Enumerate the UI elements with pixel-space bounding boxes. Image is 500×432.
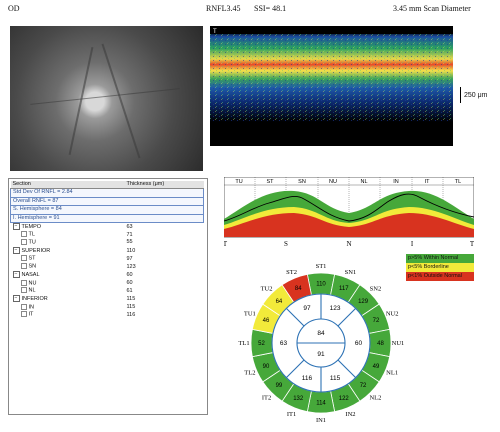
hemisphere-value: 91 bbox=[317, 351, 325, 358]
thickness-table-frame bbox=[8, 178, 208, 415]
sector-value: 122 bbox=[339, 396, 350, 402]
table-row: IT bbox=[11, 311, 125, 319]
eye-label: OD bbox=[8, 4, 20, 13]
legend-borderline: p<5% Borderline bbox=[406, 263, 474, 272]
sector-value: 84 bbox=[295, 286, 302, 292]
sector-value: 64 bbox=[276, 299, 283, 305]
collapse-toggle-icon[interactable]: − bbox=[12, 247, 20, 255]
legend-within-normal: p>5% Within Normal bbox=[406, 254, 474, 263]
summary-row[interactable]: I. Hemisphere = 91 bbox=[10, 213, 204, 224]
profile-top-label: NU bbox=[329, 179, 337, 185]
sector-label: ST2 bbox=[286, 269, 297, 276]
profile-top-label: SN bbox=[298, 179, 306, 185]
sector-value: 72 bbox=[373, 318, 380, 324]
thickness-table: Section Thickness (μm) Std Dev Of RNFL =… bbox=[10, 181, 204, 319]
quadrant-value: 63 bbox=[280, 340, 288, 347]
profile-top-label: IN bbox=[393, 179, 399, 185]
hemisphere-value: 84 bbox=[317, 330, 325, 337]
sector-label: SN2 bbox=[370, 286, 382, 293]
profile-top-label: TL bbox=[455, 179, 461, 185]
group-row-inferior[interactable]: − INFERIOR bbox=[11, 295, 125, 303]
sector-value: 72 bbox=[360, 383, 367, 389]
quadrant-divider bbox=[285, 307, 305, 327]
quadrant-divider bbox=[337, 359, 357, 379]
profile-bottom-label: S bbox=[284, 240, 288, 247]
table-row: TL bbox=[11, 231, 125, 239]
sector-value: 52 bbox=[258, 341, 265, 347]
profile-bottom-label: T bbox=[470, 240, 474, 247]
summary-row[interactable]: Std Dev Of RNFL = 2.84 bbox=[10, 188, 204, 198]
sector-value: 114 bbox=[316, 401, 326, 407]
sector-label: IT2 bbox=[262, 394, 271, 401]
quadrant-divider bbox=[337, 307, 357, 327]
profile-top-label: ST bbox=[266, 179, 274, 185]
sector-label: ST1 bbox=[316, 263, 327, 270]
sector-label: NL2 bbox=[369, 394, 381, 401]
sector-label: IT1 bbox=[287, 411, 296, 418]
scale-label: 250 μm bbox=[464, 92, 488, 99]
sector-label: IN2 bbox=[345, 411, 355, 418]
sector-value: 129 bbox=[358, 299, 369, 305]
table-row: SN bbox=[11, 263, 125, 271]
profile-top-label: NL bbox=[360, 179, 367, 185]
profile-bottom-label: I bbox=[411, 240, 414, 247]
profile-bottom-label: N bbox=[346, 240, 351, 247]
sector-value: 46 bbox=[263, 318, 270, 324]
table-row: NU bbox=[11, 279, 125, 288]
collapse-toggle-icon[interactable]: − bbox=[12, 271, 20, 279]
scale-bar bbox=[460, 87, 461, 103]
profile-top-label: TU bbox=[235, 179, 242, 185]
oct-bscan-image: T bbox=[210, 26, 453, 146]
summary-row[interactable]: Overall RNFL = 87 bbox=[10, 196, 204, 207]
rnfl-label: RNFL3.45 bbox=[206, 4, 241, 13]
quadrant-value: 60 bbox=[355, 340, 363, 347]
sector-label: TL1 bbox=[238, 340, 249, 347]
rnfl-profile-graph: TU ST SN NU NL IN IT TL T S N I T bbox=[224, 177, 474, 247]
table-row: TU bbox=[11, 239, 125, 247]
legend-outside-normal: p<1% Outside Normal bbox=[406, 272, 474, 281]
group-row-tempo[interactable]: − TEMPO bbox=[11, 223, 125, 232]
table-row: IN bbox=[11, 303, 125, 312]
legend: p>5% Within Normal p<5% Borderline p<1% … bbox=[406, 254, 474, 281]
sector-value: 49 bbox=[373, 364, 380, 370]
collapse-toggle-icon[interactable]: − bbox=[12, 223, 20, 231]
scan-diameter-label: 3.45 mm Scan Diameter bbox=[393, 4, 471, 13]
svg-text:T: T bbox=[213, 29, 217, 35]
sector-label: NL1 bbox=[386, 369, 398, 376]
quadrant-value: 116 bbox=[302, 375, 313, 382]
sector-label: NU1 bbox=[392, 340, 405, 347]
group-row-superior[interactable]: − SUPERIOR bbox=[11, 247, 125, 255]
quadrant-value: 97 bbox=[303, 305, 311, 312]
summary-row[interactable]: S. Hemisphere = 84 bbox=[10, 205, 204, 215]
collapse-toggle-icon[interactable]: − bbox=[12, 295, 20, 303]
sector-label: TU2 bbox=[261, 286, 273, 293]
table-row: NL bbox=[11, 287, 125, 295]
profile-bottom-label: T bbox=[224, 240, 228, 247]
table-row: ST bbox=[11, 255, 125, 263]
sector-label: TL2 bbox=[244, 369, 255, 376]
quadrant-divider bbox=[285, 359, 305, 379]
sector-label: IN1 bbox=[316, 417, 326, 424]
sector-label: TU1 bbox=[244, 311, 256, 318]
col-thickness-header: Thickness (μm) bbox=[124, 181, 204, 190]
sector-value: 90 bbox=[263, 364, 270, 370]
group-row-nasal[interactable]: − NASAL bbox=[11, 271, 125, 279]
sector-label: SN1 bbox=[345, 269, 357, 276]
ssi-label: SSI= 48.1 bbox=[254, 4, 287, 13]
quadrant-value: 115 bbox=[330, 375, 341, 382]
sector-value: 110 bbox=[316, 282, 326, 288]
profile-top-label: IT bbox=[425, 179, 431, 185]
sector-value: 132 bbox=[293, 396, 304, 402]
sector-label: NU2 bbox=[386, 311, 399, 318]
col-section-header: Section bbox=[10, 181, 125, 190]
quadrant-value: 123 bbox=[330, 305, 341, 312]
fundus-image bbox=[10, 26, 203, 171]
sector-value: 117 bbox=[339, 286, 349, 292]
sector-value: 48 bbox=[377, 341, 384, 347]
sector-value: 99 bbox=[276, 383, 283, 389]
